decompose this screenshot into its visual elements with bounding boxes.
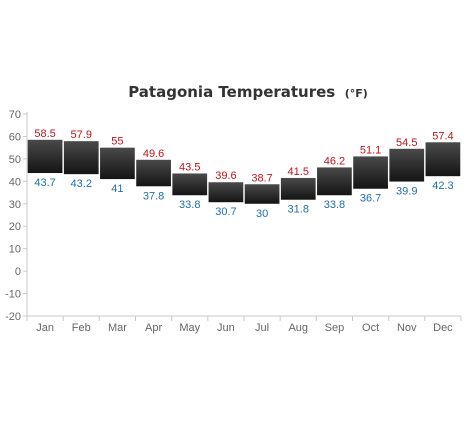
bar-apr [136, 159, 171, 187]
y-tick-label: 30 [9, 199, 21, 211]
chart-title: Patagonia Temperatures (°F) [128, 83, 368, 101]
y-tick-label: 0 [15, 266, 21, 278]
low-label-apr: 37.8 [143, 190, 164, 202]
y-tick-label: -20 [5, 311, 21, 323]
low-label-oct: 36.7 [360, 193, 381, 205]
high-label-nov: 54.5 [396, 137, 417, 149]
x-tick-label-jan: Jan [36, 322, 54, 334]
x-tick-label-aug: Aug [288, 322, 308, 334]
bar-may [172, 173, 208, 196]
low-label-feb: 43.2 [71, 178, 92, 190]
y-tick-label: 70 [9, 109, 21, 121]
bar-feb [63, 141, 99, 175]
high-label-may: 43.5 [179, 161, 200, 173]
y-tick-label: 40 [9, 176, 21, 188]
x-tick-label-sep: Sep [325, 322, 345, 334]
low-label-jun: 30.7 [215, 206, 236, 218]
bar-jun [208, 182, 244, 203]
x-tick-label-feb: Feb [72, 322, 91, 334]
y-tick-label: 50 [9, 154, 21, 166]
low-label-dec: 42.3 [432, 180, 453, 192]
bar-dec [425, 142, 461, 177]
x-tick-label-apr: Apr [145, 322, 162, 334]
x-tick-label-dec: Dec [433, 322, 453, 334]
x-axis: Jan Feb Mar Apr May Jun Jul Aug Sep Oct Nov Dec [26, 315, 462, 334]
high-label-apr: 49.6 [143, 148, 164, 160]
chart-title-text: Patagonia Temperatures [128, 83, 335, 101]
bar-oct [353, 156, 388, 189]
low-label-mar: 41 [111, 183, 123, 195]
high-label-oct: 51.1 [360, 144, 381, 156]
bar-sep [317, 167, 352, 196]
bar-jul [244, 184, 280, 204]
y-tick-label: 60 [9, 131, 21, 143]
x-tick-label-may: May [179, 322, 200, 334]
bar-mar [100, 147, 135, 180]
y-tick-label: 20 [9, 221, 21, 233]
high-label-dec: 57.4 [432, 130, 453, 142]
chart-title-unit: (°F) [345, 87, 368, 100]
low-label-may: 33.8 [179, 199, 200, 211]
x-tick-label-nov: Nov [397, 322, 417, 334]
y-tick-label: -10 [5, 289, 21, 301]
high-label-sep: 46.2 [324, 155, 345, 167]
y-axis: 70 60 50 40 30 20 10 0 -10 -20 [5, 109, 28, 323]
x-tick-label-jun: Jun [217, 322, 235, 334]
high-label-aug: 41.5 [288, 166, 309, 178]
bars: 58.5 43.7 57.9 43.2 55 41 49.6 37.8 43.5 33.8 39.6… [27, 128, 461, 220]
low-label-jul: 30 [256, 208, 268, 220]
bar-aug [280, 177, 316, 200]
high-label-jun: 39.6 [215, 170, 236, 182]
high-label-jul: 38.7 [251, 172, 272, 184]
x-tick-label-oct: Oct [362, 322, 379, 334]
low-label-jan: 43.7 [34, 177, 55, 189]
high-label-mar: 55 [111, 136, 123, 148]
low-label-sep: 33.8 [324, 199, 345, 211]
high-label-jan: 58.5 [34, 128, 55, 140]
high-label-feb: 57.9 [71, 129, 92, 141]
x-tick-label-jul: Jul [255, 322, 269, 334]
low-label-aug: 31.8 [288, 204, 309, 216]
low-label-nov: 39.9 [396, 186, 417, 198]
x-tick-label-mar: Mar [108, 322, 127, 334]
bar-jan [27, 139, 63, 174]
bar-nov [389, 148, 425, 182]
y-tick-label: 10 [9, 244, 21, 256]
